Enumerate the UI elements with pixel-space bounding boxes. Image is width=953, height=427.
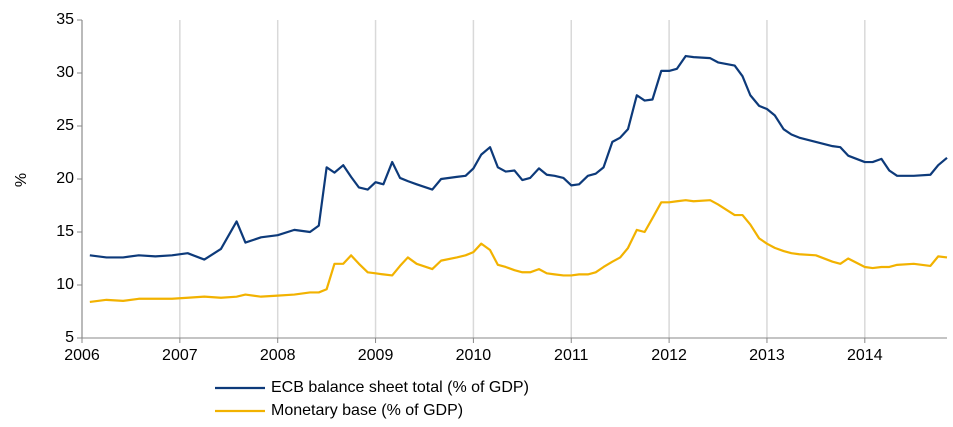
x-tick-label: 2010	[456, 347, 492, 364]
x-tick-label: 2012	[651, 347, 687, 364]
y-tick-label: 35	[56, 11, 74, 28]
y-tick-label: 5	[65, 329, 74, 346]
legend-label: ECB balance sheet total (% of GDP)	[271, 379, 529, 396]
y-tick-label: 20	[56, 170, 74, 187]
x-tick-label: 2009	[358, 347, 394, 364]
x-tick-label: 2006	[64, 347, 100, 364]
x-tick-label: 2014	[847, 347, 883, 364]
legend-label: Monetary base (% of GDP)	[271, 402, 463, 419]
x-tick-label: 2007	[162, 347, 198, 364]
y-tick-label: 10	[56, 276, 74, 293]
x-tick-label: 2011	[554, 347, 589, 364]
y-tick-label: 15	[56, 223, 74, 240]
series-line	[89, 199, 948, 304]
y-axis-label: %	[13, 173, 30, 187]
y-tick-label: 30	[56, 64, 74, 81]
series-line	[89, 54, 948, 261]
y-tick-label: 25	[56, 117, 74, 134]
x-tick-label: 2013	[749, 347, 785, 364]
x-tick-label: 2008	[260, 347, 296, 364]
